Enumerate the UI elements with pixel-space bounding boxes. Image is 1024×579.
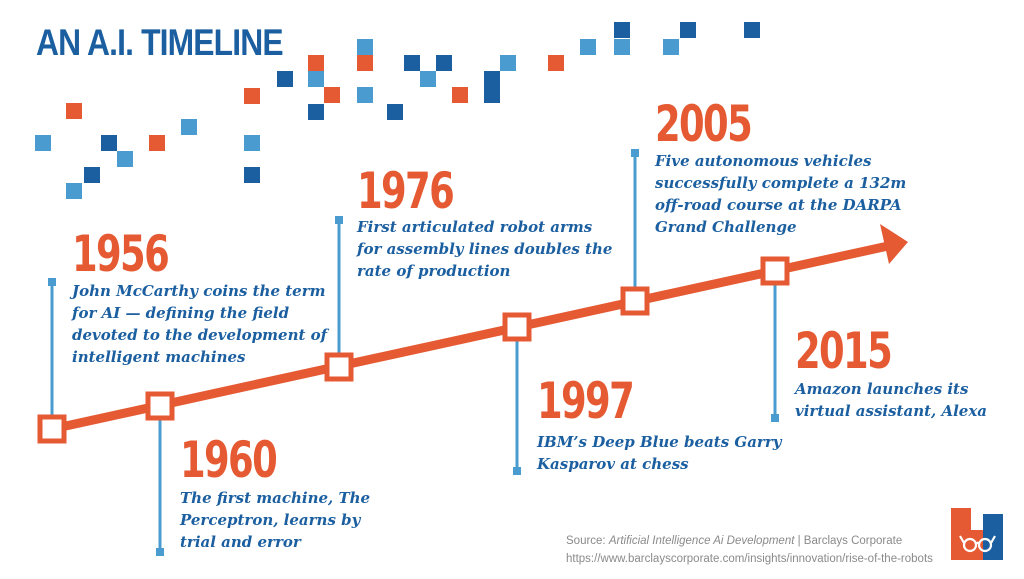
event-1976-description: First articulated robot arms for assembly… — [357, 218, 613, 280]
connector-end-square — [156, 548, 164, 556]
pixel-square — [580, 39, 596, 55]
timeline-arrowhead — [880, 224, 908, 264]
event-2005-year: 2005 — [655, 95, 753, 153]
timeline-marker — [37, 414, 67, 444]
timeline-marker — [324, 352, 354, 382]
pixel-square — [277, 71, 293, 87]
event-1960-year: 1960 — [180, 431, 278, 489]
event-1976-year: 1976 — [357, 162, 455, 220]
event-1956-description: John McCarthy coins the term for AI — def… — [72, 282, 328, 366]
connector-end-square — [48, 278, 56, 286]
pixel-square — [324, 87, 340, 103]
event-1960-description: The first machine, The Perceptron, learns… — [180, 489, 371, 551]
pixel-square — [66, 103, 82, 119]
pixel-square — [484, 87, 500, 103]
pixel-square — [663, 39, 679, 55]
timeline-marker — [760, 256, 790, 286]
event-1956-year: 1956 — [72, 225, 170, 283]
event-1997-year: 1997 — [537, 372, 635, 430]
connector-end-square — [631, 149, 639, 157]
pixel-square — [614, 39, 630, 55]
pixel-square — [357, 39, 373, 55]
connector-end-square — [335, 216, 343, 224]
pixel-square — [244, 88, 260, 104]
event-2005-description: Five autonomous vehicles successfully com… — [655, 152, 907, 236]
pixel-square — [404, 55, 420, 71]
pixel-square — [308, 71, 324, 87]
pixel-square — [117, 151, 133, 167]
pixel-square — [744, 22, 760, 38]
pixel-square — [420, 71, 436, 87]
pixel-square — [35, 135, 51, 151]
connector-end-square — [771, 414, 779, 422]
pixel-square — [680, 22, 696, 38]
pixel-square — [548, 55, 564, 71]
timeline-marker — [502, 312, 532, 342]
source-url[interactable]: https://www.barclayscorporate.com/insigh… — [566, 553, 933, 565]
pixel-square — [614, 22, 630, 38]
pixel-square — [357, 55, 373, 71]
pixel-square — [452, 87, 468, 103]
timeline-markers — [37, 256, 790, 444]
pixel-square — [244, 167, 260, 183]
pixel-square — [101, 135, 117, 151]
pixel-square — [436, 55, 452, 71]
pixel-square — [308, 104, 324, 120]
pixel-square — [149, 135, 165, 151]
pixel-square — [66, 183, 82, 199]
pixel-square — [387, 104, 403, 120]
timeline-marker — [620, 286, 650, 316]
connector-end-square — [513, 467, 521, 475]
pixel-square — [84, 167, 100, 183]
event-2015-description: Amazon launches its virtual assistant, Al… — [795, 380, 988, 420]
connector-lines — [48, 149, 779, 556]
timeline-arrow — [51, 224, 908, 434]
pixel-square — [500, 55, 516, 71]
timeline-line — [51, 241, 889, 434]
pixel-square — [181, 119, 197, 135]
source-credit: Source: Artificial Intelligence Ai Devel… — [566, 532, 933, 568]
decorative-squares — [35, 22, 760, 199]
pixel-square — [244, 135, 260, 151]
timeline-marker — [145, 391, 175, 421]
event-1997-description: IBM’s Deep Blue beats Garry Kasparov at c… — [537, 433, 782, 473]
glasses-logo-icon — [951, 508, 1003, 560]
event-2015-year: 2015 — [795, 322, 893, 380]
pixel-square — [484, 71, 500, 87]
page-title: AN A.I. TIMELINE — [36, 22, 284, 63]
pixel-square — [308, 55, 324, 71]
pixel-square — [357, 87, 373, 103]
